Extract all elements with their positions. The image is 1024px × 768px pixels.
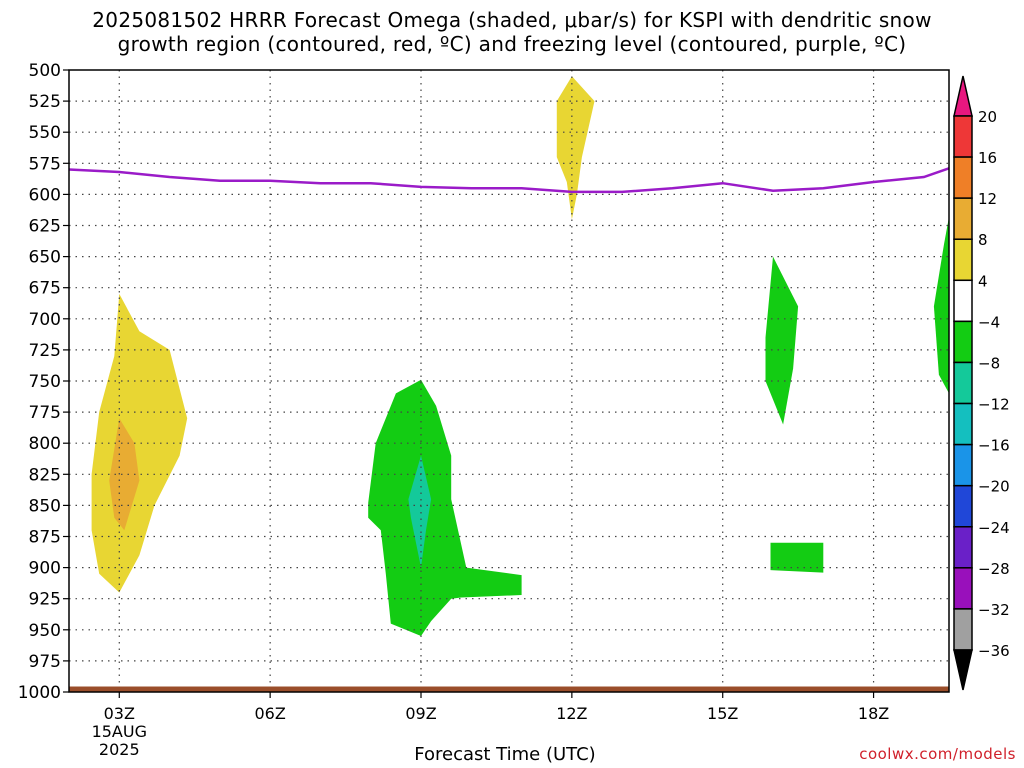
y-tick-label-775: 775 (29, 403, 61, 423)
y-tick-label-550: 550 (29, 123, 61, 143)
y-tick-label-500: 500 (29, 61, 61, 81)
y-tick-label-1000: 1000 (18, 683, 61, 703)
x-tick-label-03Z: 03Z (104, 704, 135, 723)
colorbar-label: −36 (978, 642, 1010, 660)
omega-neg-4-19z (933, 216, 949, 394)
chart-title: 2025081502 HRRR Forecast Omega (shaded, … (0, 8, 1024, 56)
omega-pos-4-03z (91, 293, 188, 593)
colorbar-band (953, 443, 973, 487)
colorbar-label: 8 (978, 231, 988, 249)
colorbar-band (953, 608, 973, 651)
y-tick-label-700: 700 (29, 310, 61, 330)
omega-neg-8-09z (408, 455, 432, 568)
omega-pos-4-12z (556, 76, 595, 220)
colorbar-band (953, 320, 973, 364)
colorbar-band (953, 567, 973, 610)
y-tick-label-900: 900 (29, 559, 61, 579)
y-tick-label-575: 575 (29, 154, 61, 174)
title-line-2: growth region (contoured, red, ºC) and f… (117, 32, 907, 56)
colorbar-band (953, 361, 973, 405)
colorbar-label: −20 (978, 478, 1010, 496)
colorbar-label: 20 (978, 108, 997, 126)
y-tick-label-650: 650 (29, 248, 61, 268)
colorbar-band (953, 402, 973, 446)
colorbar-band (953, 156, 973, 199)
colorbar-label: −24 (978, 519, 1010, 537)
y-tick-label-800: 800 (29, 434, 61, 454)
x-tick-label-06Z: 06Z (254, 704, 285, 723)
colorbar-label: −16 (978, 437, 1010, 455)
colorbar-band (953, 484, 973, 528)
y-tick-label-825: 825 (29, 465, 61, 485)
surface-strip (69, 686, 949, 692)
y-tick-label-975: 975 (29, 652, 61, 672)
y-tick-label-950: 950 (29, 621, 61, 641)
y-tick-label-725: 725 (29, 341, 61, 361)
colorbar-label: 4 (978, 272, 988, 290)
colorbar-label: −4 (978, 313, 1000, 331)
title-line-1: 2025081502 HRRR Forecast Omega (shaded, … (92, 8, 932, 32)
colorbar-band (953, 238, 973, 282)
colorbar-bottom-arrow (953, 649, 973, 691)
colorbar-label: 16 (978, 149, 997, 167)
y-tick-label-850: 850 (29, 496, 61, 516)
y-tick-label-675: 675 (29, 279, 61, 299)
y-tick-label-925: 925 (29, 590, 61, 610)
y-tick-label-875: 875 (29, 528, 61, 548)
colorbar-label: −8 (978, 354, 1000, 372)
credit-text: coolwx.com/models (859, 745, 1016, 763)
freezing-level-line (68, 167, 950, 194)
omega-pos-8-03z (109, 418, 140, 531)
x-tick-label-09Z: 09Z (405, 704, 436, 723)
y-tick-label-525: 525 (29, 92, 61, 112)
x-tick-label-18Z: 18Z (858, 704, 889, 723)
x-tick-year: 2025 (99, 740, 140, 759)
x-tick-label-12Z: 12Z (556, 704, 587, 723)
colorbar-band (953, 526, 973, 569)
colorbar-top-arrow (953, 75, 973, 117)
y-tick-label-625: 625 (29, 217, 61, 237)
y-tick-label-600: 600 (29, 185, 61, 205)
x-axis-label: Forecast Time (UTC) (414, 744, 596, 765)
y-tick-label-750: 750 (29, 372, 61, 392)
colorbar-band (953, 115, 973, 158)
colorbar-label: −32 (978, 601, 1010, 619)
colorbar-label: −28 (978, 560, 1010, 578)
colorbar-band (953, 197, 973, 240)
x-tick-label-15Z: 15Z (707, 704, 738, 723)
colorbar-band (953, 279, 973, 323)
omega-neg-4-09z (368, 379, 522, 636)
colorbar-label: −12 (978, 396, 1010, 414)
x-tick-date: 15AUG (92, 722, 147, 741)
omega-neg-4-16z (765, 256, 799, 425)
omega-neg-4-16z-low (770, 542, 824, 573)
colorbar-label: 12 (978, 190, 997, 208)
